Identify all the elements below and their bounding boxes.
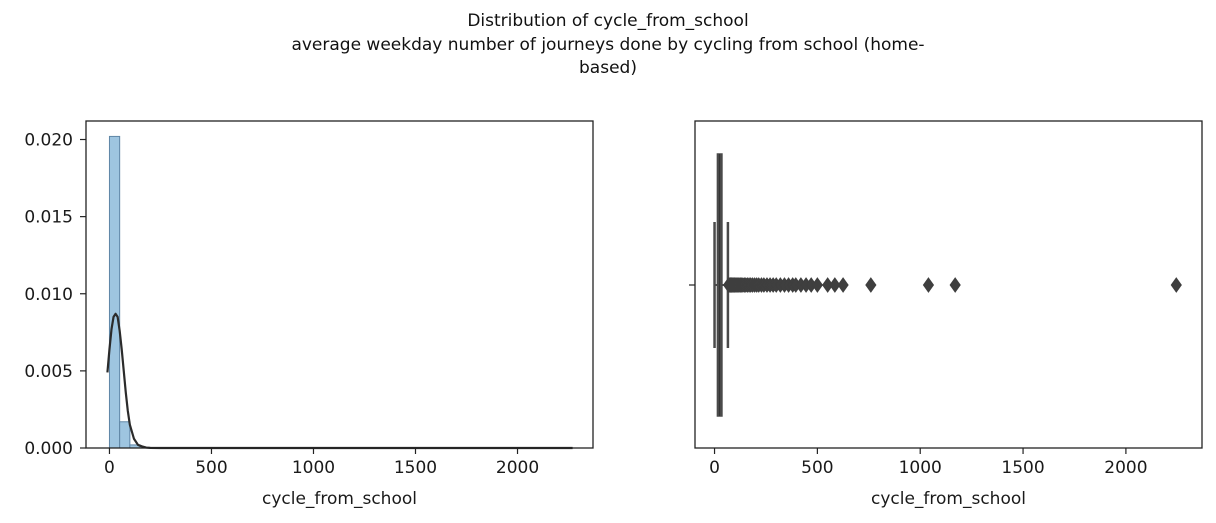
left-ytick-label-1: 0.005 — [24, 362, 73, 382]
right-xtick-label-1500: 1500 — [1001, 458, 1044, 478]
left-ytick-label-3: 0.015 — [24, 208, 73, 228]
outlier-46 — [1170, 277, 1182, 293]
left-xtick-label-2000: 2000 — [496, 458, 539, 478]
kde-curve — [106, 312, 573, 450]
left-xtick-label-0: 0 — [104, 458, 115, 478]
histogram-bar-0 — [108, 135, 121, 449]
right-xtick-label-500: 500 — [801, 458, 833, 478]
right-xtick-label-2000: 2000 — [1104, 458, 1147, 478]
histogram-bar-1 — [119, 421, 131, 449]
figure-title-line-3: based) — [579, 58, 637, 78]
outlier-45 — [949, 277, 961, 293]
figure-title-line-2: average weekday number of journeys done … — [291, 35, 925, 55]
left-ytick-label-0: 0.000 — [24, 439, 73, 459]
left-ytick-label-4: 0.020 — [24, 131, 73, 151]
outlier-43 — [865, 277, 877, 293]
outlier-39 — [811, 277, 823, 293]
right-xtick-label-1000: 1000 — [899, 458, 942, 478]
left-xtick-label-1000: 1000 — [292, 458, 335, 478]
right-xtick-label-0: 0 — [709, 458, 720, 478]
outlier-44 — [922, 277, 935, 293]
left-xtick-label-1500: 1500 — [394, 458, 437, 478]
left-ytick-label-2: 0.010 — [24, 285, 73, 305]
outlier-41 — [829, 277, 841, 293]
outlier-42 — [837, 277, 849, 293]
left-axes-frame — [85, 120, 594, 449]
left-xaxis-label: cycle_from_school — [262, 489, 417, 509]
right-xaxis-label: cycle_from_school — [871, 489, 1026, 509]
left-xtick-label-500: 500 — [195, 458, 227, 478]
figure-title-line-1: Distribution of cycle_from_school — [467, 11, 749, 31]
